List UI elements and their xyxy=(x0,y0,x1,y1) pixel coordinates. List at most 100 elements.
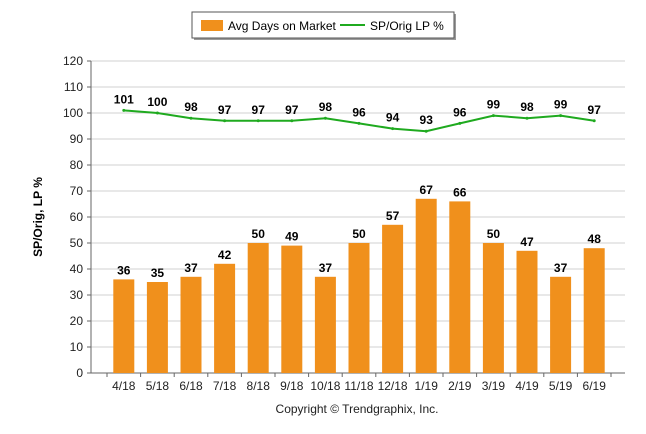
x-tick-label: 6/19 xyxy=(583,379,607,393)
y-tick-label: 50 xyxy=(70,236,84,250)
y-tick-label: 100 xyxy=(63,106,83,120)
line-value-label: 93 xyxy=(420,113,434,127)
y-tick-label: 30 xyxy=(70,288,84,302)
bar-value-label: 49 xyxy=(285,230,299,244)
bar-value-label: 37 xyxy=(554,261,568,275)
line-point xyxy=(122,108,126,112)
bar xyxy=(415,198,437,373)
bar-value-label: 37 xyxy=(319,261,333,275)
legend-swatch-bar xyxy=(201,20,223,31)
x-tick-label: 4/18 xyxy=(112,379,136,393)
bar-value-label: 35 xyxy=(151,266,165,280)
line-series xyxy=(122,108,596,133)
y-tick-label: 0 xyxy=(76,366,83,380)
bar xyxy=(449,201,471,373)
bar xyxy=(550,276,572,373)
bar-labels: 36 35 37 42 50 49 37 50 57 67 66 50 47 37 48 xyxy=(117,183,601,280)
line-point xyxy=(323,116,327,120)
y-tick-label: 20 xyxy=(70,314,84,328)
bar xyxy=(281,245,303,373)
y-tick-label: 110 xyxy=(64,80,83,94)
x-tick-label: 7/18 xyxy=(213,379,237,393)
line-point xyxy=(290,119,294,123)
line-value-label: 101 xyxy=(114,92,134,106)
line-value-label: 100 xyxy=(147,95,167,109)
line-value-label: 97 xyxy=(285,103,299,117)
line-value-label: 97 xyxy=(252,103,266,117)
line-point xyxy=(155,111,159,115)
line-value-label: 98 xyxy=(520,100,534,114)
line-point xyxy=(592,119,596,123)
bar-value-label: 50 xyxy=(487,227,501,241)
bar xyxy=(348,243,370,373)
line-point xyxy=(223,119,227,123)
x-tick-label: 3/19 xyxy=(482,379,506,393)
line-point xyxy=(525,116,529,120)
bar xyxy=(382,224,404,373)
x-tick-label: 1/19 xyxy=(415,379,439,393)
line-labels: 101 100 98 97 97 97 98 96 94 93 96 99 98 99 97 xyxy=(114,92,601,127)
line-value-label: 96 xyxy=(453,105,467,119)
y-tick-label: 70 xyxy=(70,184,84,198)
x-tick-label: 10/18 xyxy=(310,379,340,393)
line-value-label: 99 xyxy=(487,98,501,112)
bar-value-label: 36 xyxy=(117,263,131,277)
line-value-label: 98 xyxy=(319,100,333,114)
line-value-label: 97 xyxy=(218,103,232,117)
y-tick-label: 80 xyxy=(70,158,84,172)
copyright-text: Copyright © Trendgraphix, Inc. xyxy=(276,402,439,416)
y-tick-label: 10 xyxy=(70,340,84,354)
x-tick-label: 9/18 xyxy=(280,379,304,393)
line-value-label: 94 xyxy=(386,111,400,125)
y-tick-label: 90 xyxy=(70,132,84,146)
bar xyxy=(180,276,202,373)
bar-value-label: 57 xyxy=(386,209,400,223)
line-point xyxy=(357,121,361,125)
line-point xyxy=(559,114,563,118)
line-point xyxy=(189,116,193,120)
bars xyxy=(113,198,605,373)
x-tick-label: 8/18 xyxy=(247,379,271,393)
line-value-label: 99 xyxy=(554,98,568,112)
y-axis-label: SP/Orig, LP % xyxy=(31,177,45,257)
line-value-label: 96 xyxy=(352,105,366,119)
bar-value-label: 37 xyxy=(184,261,198,275)
bar xyxy=(113,279,135,373)
bar-value-label: 66 xyxy=(453,185,467,199)
bar xyxy=(247,243,269,373)
bar xyxy=(146,282,168,373)
bar xyxy=(214,263,236,373)
bar xyxy=(583,248,605,373)
bar xyxy=(482,243,504,373)
x-tick-label: 4/19 xyxy=(515,379,539,393)
legend: Avg Days on Market SP/Orig LP % xyxy=(191,11,456,40)
y-tick-label: 120 xyxy=(63,54,83,68)
bar-value-label: 50 xyxy=(352,227,366,241)
x-tick-label: 11/18 xyxy=(344,379,373,393)
bar-value-label: 50 xyxy=(252,227,266,241)
line-value-label: 97 xyxy=(588,103,602,117)
bar-value-label: 67 xyxy=(420,183,434,197)
x-tick-label: 12/18 xyxy=(378,379,408,393)
y-axis-ticks: 0 10 20 30 40 50 60 70 80 90 100 110 120 xyxy=(63,54,91,380)
bar-value-label: 47 xyxy=(520,235,534,249)
legend-box xyxy=(191,11,455,39)
line-point xyxy=(491,114,495,118)
x-tick-label: 5/18 xyxy=(146,379,170,393)
line-point xyxy=(424,129,428,133)
line-point xyxy=(256,119,260,123)
bar-value-label: 42 xyxy=(218,248,232,262)
legend-label-bar: Avg Days on Market xyxy=(228,19,336,33)
x-axis-ticks: 4/18 5/18 6/18 7/18 8/18 9/18 10/18 11/18 12/18 1… xyxy=(106,373,612,393)
bar xyxy=(314,276,336,373)
line-point xyxy=(458,121,462,125)
bar xyxy=(516,250,538,373)
line-value-label: 98 xyxy=(184,100,198,114)
x-tick-label: 2/19 xyxy=(448,379,472,393)
x-tick-label: 5/19 xyxy=(549,379,573,393)
y-tick-label: 40 xyxy=(70,262,84,276)
x-tick-label: 6/18 xyxy=(179,379,203,393)
bar-value-label: 48 xyxy=(588,232,602,246)
line-point xyxy=(391,127,395,131)
